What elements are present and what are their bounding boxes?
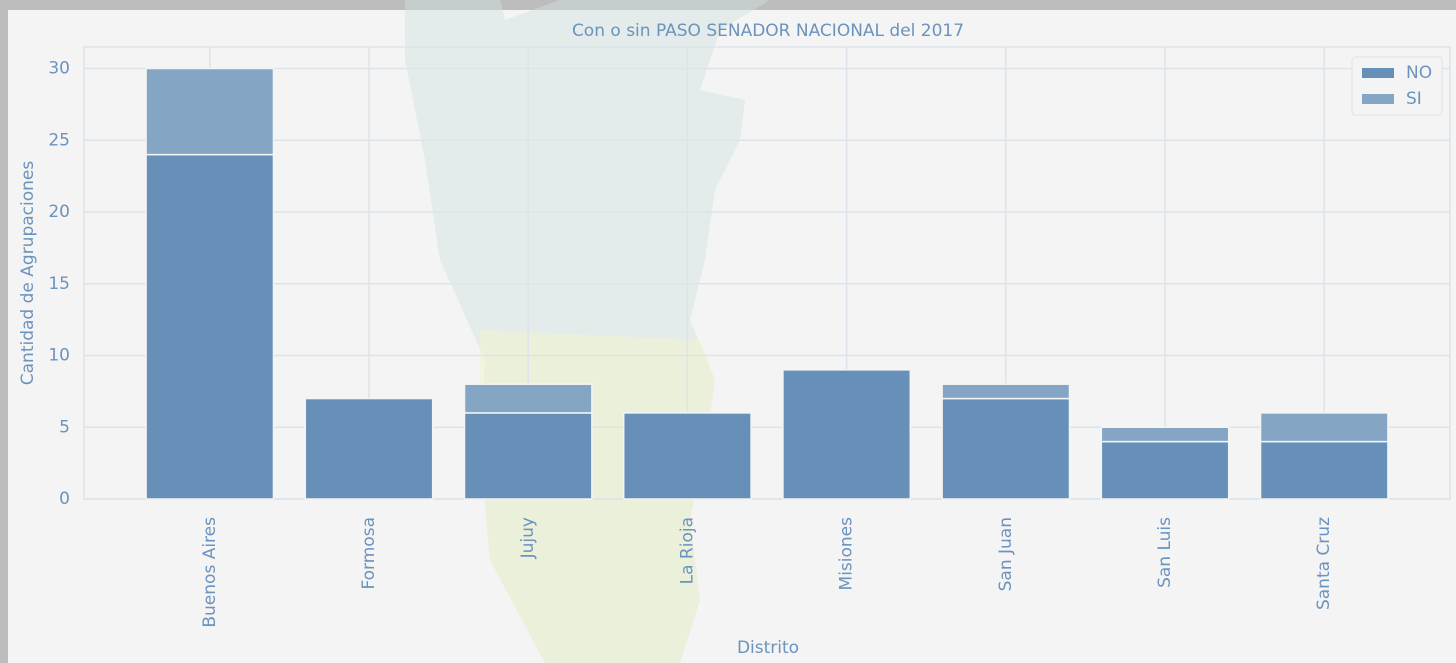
y-tick-label: 30 (48, 59, 70, 79)
y-tick-label: 5 (59, 417, 70, 437)
bar-segment (1259, 412, 1389, 443)
y-axis-label: Cantidad de Agrupaciones (18, 161, 38, 386)
bar-segment (463, 412, 593, 500)
bar-segment (304, 397, 434, 500)
y-tick-label: 15 (48, 274, 70, 294)
x-tick-label: La Rioja (677, 517, 697, 584)
x-tick-label: Formosa (359, 517, 379, 590)
y-tick-label: 0 (59, 489, 70, 509)
legend-swatch (1362, 94, 1394, 104)
x-tick-label: Jujuy (518, 517, 538, 559)
legend-label: SI (1406, 89, 1422, 109)
x-tick-label: San Luis (1155, 517, 1175, 588)
chart-title: Con o sin PASO SENADOR NACIONAL del 2017 (572, 21, 964, 41)
bar-segment (941, 397, 1071, 500)
y-tick-label: 25 (48, 130, 70, 150)
bar-segment (145, 153, 275, 500)
bar-segment (622, 412, 752, 500)
bar-segment (782, 369, 912, 500)
bar-segment (1100, 440, 1230, 500)
bar-segment (1259, 440, 1389, 500)
x-tick-label: Misiones (837, 517, 857, 591)
bar-segment (145, 67, 275, 156)
x-tick-label: Santa Cruz (1314, 517, 1334, 610)
x-tick-label: San Juan (996, 517, 1016, 591)
bar-segment (1100, 426, 1230, 443)
x-tick-label: Buenos Aires (200, 517, 220, 628)
legend-label: NO (1406, 63, 1432, 83)
bar-segment (463, 383, 593, 414)
legend-swatch (1362, 68, 1394, 78)
y-tick-label: 20 (48, 202, 70, 222)
x-axis-label: Distrito (737, 638, 799, 658)
bar-segment (941, 383, 1071, 400)
y-tick-label: 10 (48, 346, 70, 366)
